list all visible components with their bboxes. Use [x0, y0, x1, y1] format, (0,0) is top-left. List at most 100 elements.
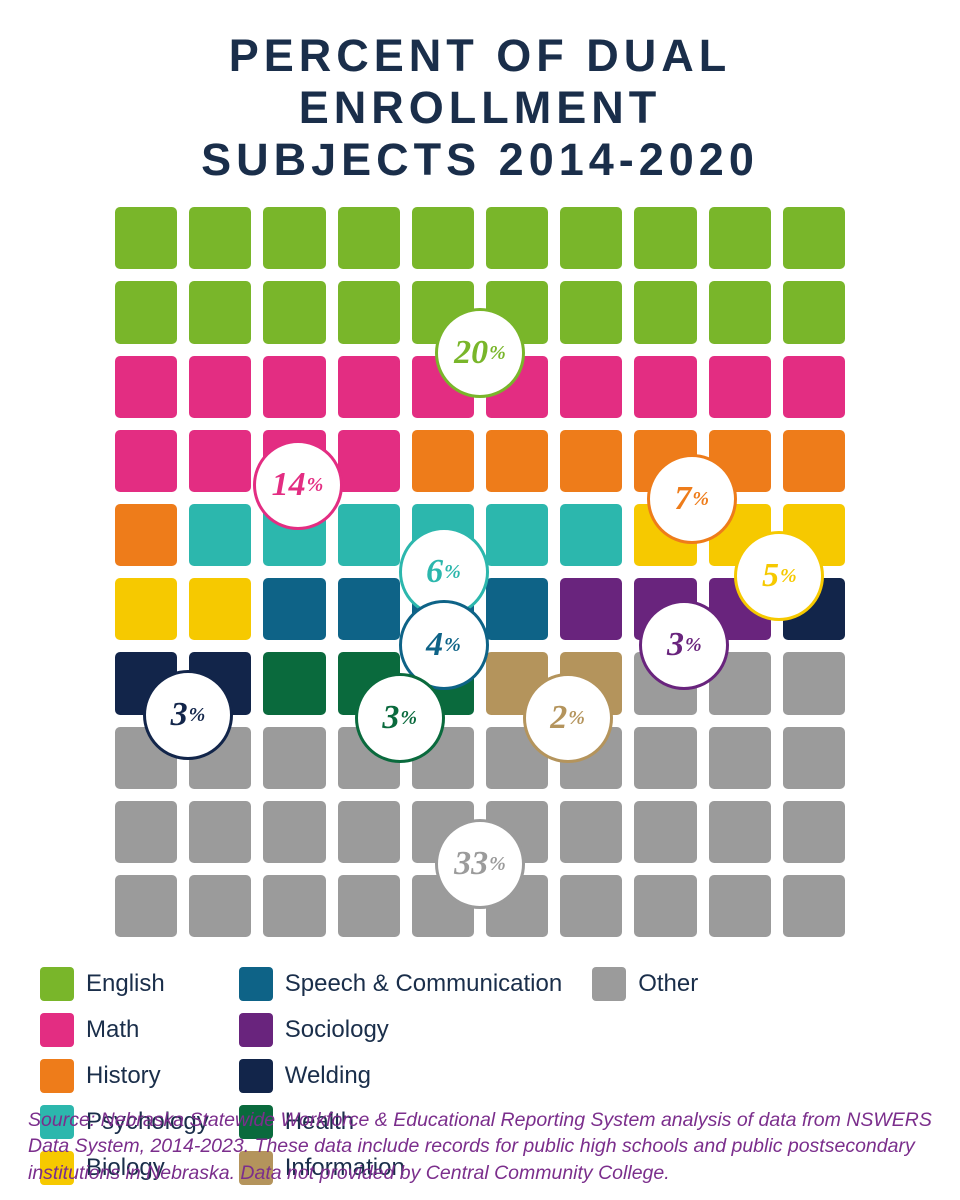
waffle-cell-math: [783, 356, 845, 418]
waffle-cell-speech: [338, 578, 400, 640]
waffle-cell-psychology: [189, 504, 251, 566]
legend-label-other: Other: [638, 970, 698, 998]
waffle-cell-other: [634, 875, 696, 937]
legend-label-speech: Speech & Communication: [285, 970, 562, 998]
waffle-cell-english: [263, 207, 325, 269]
waffle-cell-math: [189, 356, 251, 418]
waffle-cell-english: [263, 281, 325, 343]
waffle-cell-english: [709, 207, 771, 269]
waffle-cell-other: [560, 801, 622, 863]
waffle-cell-biology: [189, 578, 251, 640]
pct-badge-information: 2%: [523, 673, 613, 763]
waffle-cell-english: [560, 281, 622, 343]
waffle-cell-other: [634, 801, 696, 863]
waffle-cell-psychology: [560, 504, 622, 566]
title-line-1: PERCENT OF DUAL ENROLLMENT: [229, 30, 732, 133]
waffle-cell-math: [189, 430, 251, 492]
waffle-cell-math: [338, 430, 400, 492]
source-note: Source: Nebraska Statewide Workforce & E…: [28, 1107, 932, 1186]
waffle-cell-english: [115, 281, 177, 343]
waffle-cell-speech: [486, 578, 548, 640]
waffle-cell-speech: [263, 578, 325, 640]
waffle-cell-english: [338, 281, 400, 343]
waffle-cell-math: [634, 356, 696, 418]
legend-swatch-welding: [239, 1059, 273, 1093]
legend-label-english: English: [86, 970, 165, 998]
waffle-cell-other: [783, 727, 845, 789]
waffle-cell-other: [709, 801, 771, 863]
waffle-cell-english: [560, 207, 622, 269]
waffle-cell-history: [560, 430, 622, 492]
waffle-cell-other: [263, 801, 325, 863]
pct-badge-welding: 3%: [143, 670, 233, 760]
waffle-cell-psychology: [486, 504, 548, 566]
legend-label-welding: Welding: [285, 1062, 371, 1090]
waffle-cell-history: [783, 430, 845, 492]
waffle-cell-english: [634, 207, 696, 269]
waffle-cell-math: [560, 356, 622, 418]
waffle-cell-history: [486, 430, 548, 492]
waffle-cell-math: [115, 430, 177, 492]
waffle-cell-other: [783, 801, 845, 863]
legend-label-sociology: Sociology: [285, 1016, 389, 1044]
waffle-cell-english: [634, 281, 696, 343]
waffle-cell-other: [634, 727, 696, 789]
waffle-cell-other: [338, 875, 400, 937]
legend-item-welding: Welding: [239, 1059, 562, 1093]
legend-item-sociology: Sociology: [239, 1013, 562, 1047]
waffle-cell-psychology: [338, 504, 400, 566]
pct-badge-history: 7%: [647, 454, 737, 544]
legend-swatch-sociology: [239, 1013, 273, 1047]
waffle-cell-biology: [115, 578, 177, 640]
waffle-cell-math: [115, 356, 177, 418]
waffle-cell-other: [709, 875, 771, 937]
legend-item-english: English: [40, 967, 209, 1001]
waffle-cell-history: [412, 430, 474, 492]
waffle-cell-english: [783, 281, 845, 343]
legend-swatch-other: [592, 967, 626, 1001]
pct-badge-biology: 5%: [734, 531, 824, 621]
waffle-cell-other: [338, 801, 400, 863]
pct-badge-math: 14%: [253, 440, 343, 530]
legend-swatch-history: [40, 1059, 74, 1093]
waffle-cell-other: [560, 875, 622, 937]
pct-badge-english: 20%: [435, 308, 525, 398]
waffle-cell-history: [115, 504, 177, 566]
waffle-cell-english: [189, 281, 251, 343]
waffle-cell-other: [189, 875, 251, 937]
legend-swatch-math: [40, 1013, 74, 1047]
waffle-cell-other: [115, 875, 177, 937]
waffle-cell-english: [783, 207, 845, 269]
waffle-cell-sociology: [560, 578, 622, 640]
waffle-cell-math: [338, 356, 400, 418]
waffle-chart: 20%14%7%6%5%4%3%3%3%2%33%: [115, 207, 845, 937]
pct-badge-sociology: 3%: [639, 600, 729, 690]
pct-badge-other: 33%: [435, 819, 525, 909]
legend-item-other: Other: [592, 967, 698, 1001]
waffle-cell-math: [709, 356, 771, 418]
legend-item-math: Math: [40, 1013, 209, 1047]
legend-item-history: History: [40, 1059, 209, 1093]
legend-label-history: History: [86, 1062, 161, 1090]
waffle-cell-other: [783, 652, 845, 714]
waffle-cell-english: [115, 207, 177, 269]
title-line-2: SUBJECTS 2014-2020: [201, 134, 759, 185]
waffle-cell-english: [189, 207, 251, 269]
waffle-cell-other: [263, 727, 325, 789]
legend-swatch-speech: [239, 967, 273, 1001]
waffle-cell-health: [263, 652, 325, 714]
waffle-cell-other: [115, 801, 177, 863]
waffle-cell-other: [709, 727, 771, 789]
waffle-cell-other: [189, 801, 251, 863]
waffle-cell-english: [338, 207, 400, 269]
pct-badge-health: 3%: [355, 673, 445, 763]
waffle-cell-other: [783, 875, 845, 937]
chart-title: PERCENT OF DUAL ENROLLMENT SUBJECTS 2014…: [40, 30, 920, 185]
legend-swatch-english: [40, 967, 74, 1001]
waffle-cell-math: [263, 356, 325, 418]
legend-item-speech: Speech & Communication: [239, 967, 562, 1001]
waffle-cell-english: [486, 207, 548, 269]
waffle-cell-other: [263, 875, 325, 937]
waffle-cell-english: [709, 281, 771, 343]
waffle-cell-english: [412, 207, 474, 269]
